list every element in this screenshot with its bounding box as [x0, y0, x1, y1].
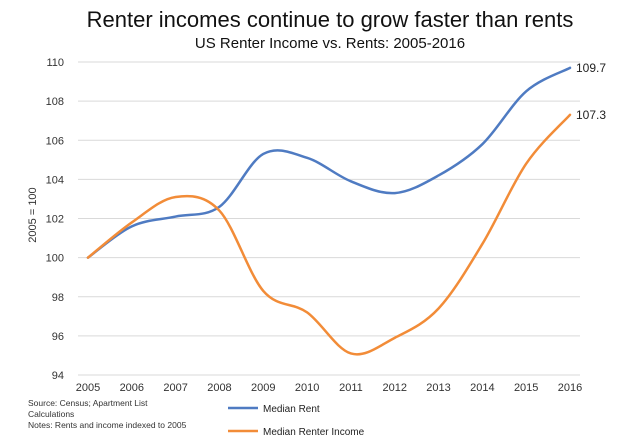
notes-line: Notes: Rents and income indexed to 2005: [28, 420, 187, 430]
y-tick-label: 94: [52, 370, 64, 382]
x-axis-ticks: 2005 2006 2007 2008 2009 2010 2011 2012 2013 2014…: [76, 382, 582, 394]
y-tick-label: 98: [52, 292, 64, 304]
end-labels: 109.7 107.3: [576, 61, 606, 122]
end-label-median-rent: 109.7: [576, 61, 606, 75]
end-label-median-renter-income: 107.3: [576, 108, 606, 122]
data-point-median-renter-income: [393, 336, 397, 340]
x-tick-label: 2005: [76, 382, 100, 394]
data-point-median-renter-income: [261, 289, 265, 293]
y-tick-label: 106: [46, 135, 64, 147]
data-point-median-renter-income: [173, 195, 177, 199]
x-tick-label: 2013: [426, 382, 450, 394]
data-point-median-renter-income: [86, 255, 90, 259]
x-tick-label: 2008: [207, 382, 231, 394]
gridlines: [78, 61, 580, 376]
legend-label-median-renter-income: Median Renter Income: [263, 427, 365, 438]
data-point-median-renter-income: [436, 306, 440, 310]
y-tick-label: 102: [46, 214, 64, 226]
y-tick-label: 108: [46, 96, 64, 108]
chart-title: Renter incomes continue to grow faster t…: [87, 7, 574, 32]
x-tick-label: 2012: [382, 382, 406, 394]
y-tick-label: 104: [46, 174, 64, 186]
data-point-median-renter-income: [524, 162, 528, 166]
x-tick-label: 2009: [251, 382, 275, 394]
y-axis-label: 2005 = 100: [27, 187, 39, 242]
x-tick-label: 2007: [163, 382, 187, 394]
data-point-median-rent: [524, 89, 528, 93]
x-tick-label: 2015: [514, 382, 538, 394]
chart-subtitle: US Renter Income vs. Rents: 2005-2016: [195, 35, 465, 52]
data-point-median-renter-income: [130, 220, 134, 224]
x-tick-label: 2010: [295, 382, 319, 394]
source-line-2: Calculations: [28, 409, 74, 419]
data-point-median-rent: [261, 152, 265, 156]
x-tick-label: 2006: [120, 382, 144, 394]
legend-label-median-rent: Median Rent: [263, 404, 320, 415]
data-point-median-rent: [393, 191, 397, 195]
y-tick-label: 96: [52, 331, 64, 343]
y-tick-label: 110: [46, 57, 64, 69]
y-tick-label: 100: [46, 253, 64, 265]
data-point-median-renter-income: [217, 208, 221, 212]
x-tick-label: 2014: [470, 382, 494, 394]
data-point-median-rent: [349, 179, 353, 183]
data-point-median-renter-income: [480, 242, 484, 246]
data-point-median-rent: [173, 214, 177, 218]
data-point-median-renter-income: [568, 113, 572, 117]
series-line-median-rent: [86, 66, 572, 259]
data-point-median-renter-income: [349, 351, 353, 355]
series-line-median-renter-income: [86, 113, 572, 356]
legend: Median Rent Median Renter Income: [228, 404, 365, 438]
source-line-1: Source: Census; Apartment List: [28, 398, 148, 408]
x-tick-label: 2011: [339, 382, 363, 394]
series-lines: [86, 66, 572, 356]
data-point-median-rent: [436, 173, 440, 177]
data-point-median-rent: [305, 156, 309, 160]
y-axis-ticks: 94 96 98 100 102 104 106 108 110: [46, 57, 64, 382]
data-point-median-rent: [568, 66, 572, 70]
data-point-median-renter-income: [305, 310, 309, 314]
data-point-median-rent: [480, 142, 484, 146]
x-tick-label: 2016: [558, 382, 582, 394]
